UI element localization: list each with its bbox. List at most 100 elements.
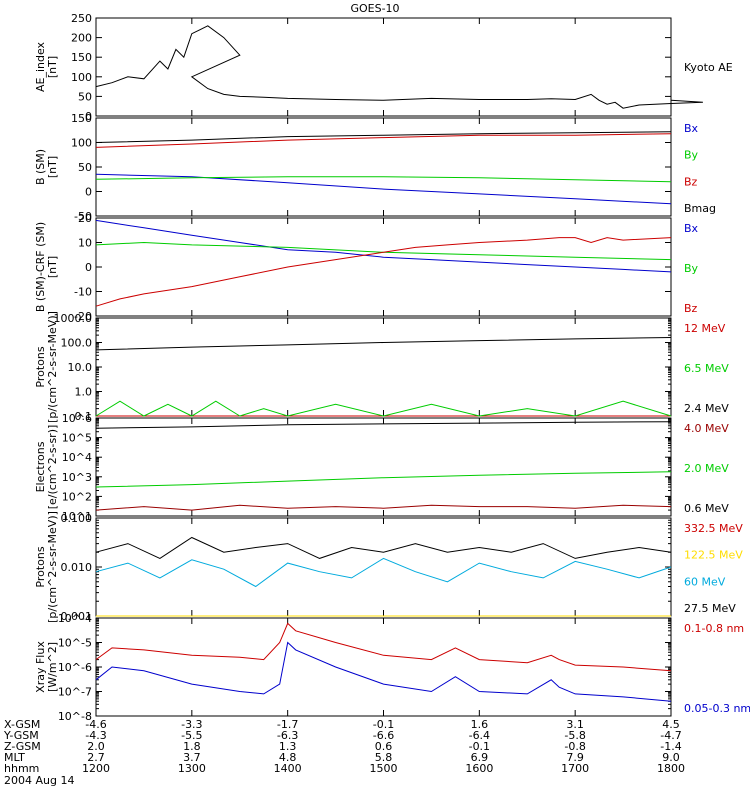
y-tick-label: -10: [74, 286, 92, 299]
legend-entry: 6.5 MeV: [684, 362, 729, 375]
y-tick-label: 100: [71, 137, 92, 150]
y-tick-label: 100: [71, 71, 92, 84]
y-axis-label: Protons[p/(cm^2-s-sr-MeV)]: [34, 511, 59, 623]
panel-1: 0 50 100 150 200 250 AE_index[nT] Kyoto AE: [34, 12, 733, 123]
legend-entry: 0.05-0.3 nm: [684, 702, 750, 715]
panel-7: 10^-8 10^-7 10^-6 10^-5 10^-4 Xray Flux[W/m^2…: [34, 612, 750, 723]
x-row-value: 9.0: [662, 751, 680, 764]
x-row-value: 1600: [465, 762, 493, 775]
x-row-value: 1.6: [471, 718, 489, 731]
panel-frame: [95, 317, 672, 417]
series-line-kyoto-ae: [95, 25, 703, 109]
y-tick-label: 0: [85, 261, 92, 274]
series-line-bmag: [95, 131, 672, 143]
y-tick-label: -20: [74, 310, 92, 323]
x-axis-table: X-GSM -4.6 -3.3 -1.7 -0.1 1.6 3.1 4.5 Y-GSM -4.3 -…: [3, 718, 685, 775]
x-row-value: -1.7: [277, 718, 298, 731]
x-row-value: -6.4: [469, 729, 490, 742]
x-row-label: MLT: [4, 751, 25, 764]
x-row-value: -5.5: [181, 729, 202, 742]
series-line-bx: [95, 173, 672, 205]
legend-entry: 332.5 MeV: [684, 522, 743, 535]
x-row-value: 4.8: [279, 751, 297, 764]
x-row-value: -3.3: [181, 718, 202, 731]
legend-entry: By: [684, 149, 699, 162]
x-row-value: -0.8: [564, 740, 585, 753]
y-tick-label: 10^5: [62, 432, 92, 445]
series-line-0-1-0-8-nm: [95, 622, 672, 672]
x-row-value: 2.7: [87, 751, 105, 764]
y-tick-label: 0.100: [61, 512, 93, 525]
y-tick-label: 50: [78, 90, 92, 103]
y-tick-label: 10^-6: [58, 661, 92, 674]
x-row-value: 7.9: [566, 751, 584, 764]
y-axis-label: AE_index[nT]: [34, 41, 59, 92]
y-tick-label: 10^-8: [58, 710, 92, 723]
legend-entry: By: [684, 262, 699, 275]
x-row-value: 1.8: [183, 740, 201, 753]
x-row-value: -6.3: [277, 729, 298, 742]
legend-entry: 12 MeV: [684, 322, 726, 335]
panel-frame: [95, 17, 672, 117]
legend-entry: 0.6 MeV: [684, 502, 729, 515]
x-row-value: 1.3: [279, 740, 297, 753]
legend-entry: 0.1-0.8 nm: [684, 622, 744, 635]
y-axis-label: B (SM)[nT]: [34, 149, 59, 185]
y-tick-label: -50: [74, 210, 92, 223]
y-tick-label: 150: [71, 51, 92, 64]
x-row-value: 1300: [178, 762, 206, 775]
x-row-label: X-GSM: [4, 718, 40, 731]
legend-entry: Bx: [684, 122, 699, 135]
y-tick-label: 150: [71, 112, 92, 125]
panel-2: -50 0 50 100 150 B (SM)[nT] Bx By Bz Bmag: [34, 112, 716, 223]
panel-6: 0.001 0.010 0.100Protons[p/(cm^2-s-sr-MeV)…: [34, 511, 743, 623]
x-row-value: -0.1: [469, 740, 490, 753]
x-row-label: hhmm: [4, 762, 39, 775]
legend-entry: 122.5 MeV: [684, 549, 743, 562]
x-row-value: -6.6: [373, 729, 394, 742]
y-tick-label: 10: [78, 237, 92, 250]
panel-frame: [95, 517, 672, 617]
chart-title: GOES-10: [350, 2, 399, 15]
x-row-value: 2.0: [87, 740, 105, 753]
x-row-value: 5.8: [375, 751, 393, 764]
y-tick-label: 1000.0: [54, 312, 93, 325]
x-row-value: -4.3: [85, 729, 106, 742]
legend-entry: Bmag: [684, 202, 716, 215]
x-row-value: 1700: [561, 762, 589, 775]
series-line-bz: [95, 237, 672, 307]
series-line-4-0-mev: [95, 504, 672, 511]
y-tick-label: 200: [71, 32, 92, 45]
y-tick-label: 20: [78, 212, 92, 225]
y-tick-label: 250: [71, 12, 92, 25]
x-row-value: 3.7: [183, 751, 201, 764]
y-tick-label: 10^1: [62, 510, 92, 523]
series-line-6-5-mev: [95, 400, 672, 417]
x-row-value: -4.7: [660, 729, 681, 742]
panel-4: 0.1 1.0 10.0 100.0 1000.0Protons[p/(cm^2-s-s…: [34, 311, 729, 423]
y-axis-label: Xray Flux[W/m^2]: [34, 641, 59, 693]
series-line-27-5-mev: [95, 536, 672, 559]
legend-entry: 2.0 MeV: [684, 462, 729, 475]
y-tick-label: 10.0: [68, 361, 93, 374]
x-row-value: 6.9: [471, 751, 489, 764]
y-axis-label: B (SM)-CRF (SM)[nT]: [34, 222, 59, 312]
x-row-value: 3.1: [566, 718, 584, 731]
series-line-0-6-mev: [95, 421, 672, 429]
series-line-bz: [95, 133, 672, 148]
x-row-value: 1800: [657, 762, 685, 775]
y-tick-label: 0.001: [61, 610, 93, 623]
x-row-value: -0.1: [373, 718, 394, 731]
legend-entry: Bx: [684, 222, 699, 235]
legend-entry: 60 MeV: [684, 575, 726, 588]
legend-entry: Kyoto AE: [684, 61, 733, 74]
y-tick-label: 0.1: [75, 410, 93, 423]
panel-frame: [95, 617, 672, 717]
y-tick-label: 10^-7: [58, 686, 92, 699]
panel-3: -20 -10 0 10 20 B (SM)-CRF (SM)[nT] Bx By Bz: [34, 212, 699, 323]
panel-frame: [95, 417, 672, 517]
y-tick-label: 100.0: [61, 337, 93, 350]
x-row-label: Z-GSM: [4, 740, 41, 753]
y-tick-label: 0.010: [61, 561, 93, 574]
